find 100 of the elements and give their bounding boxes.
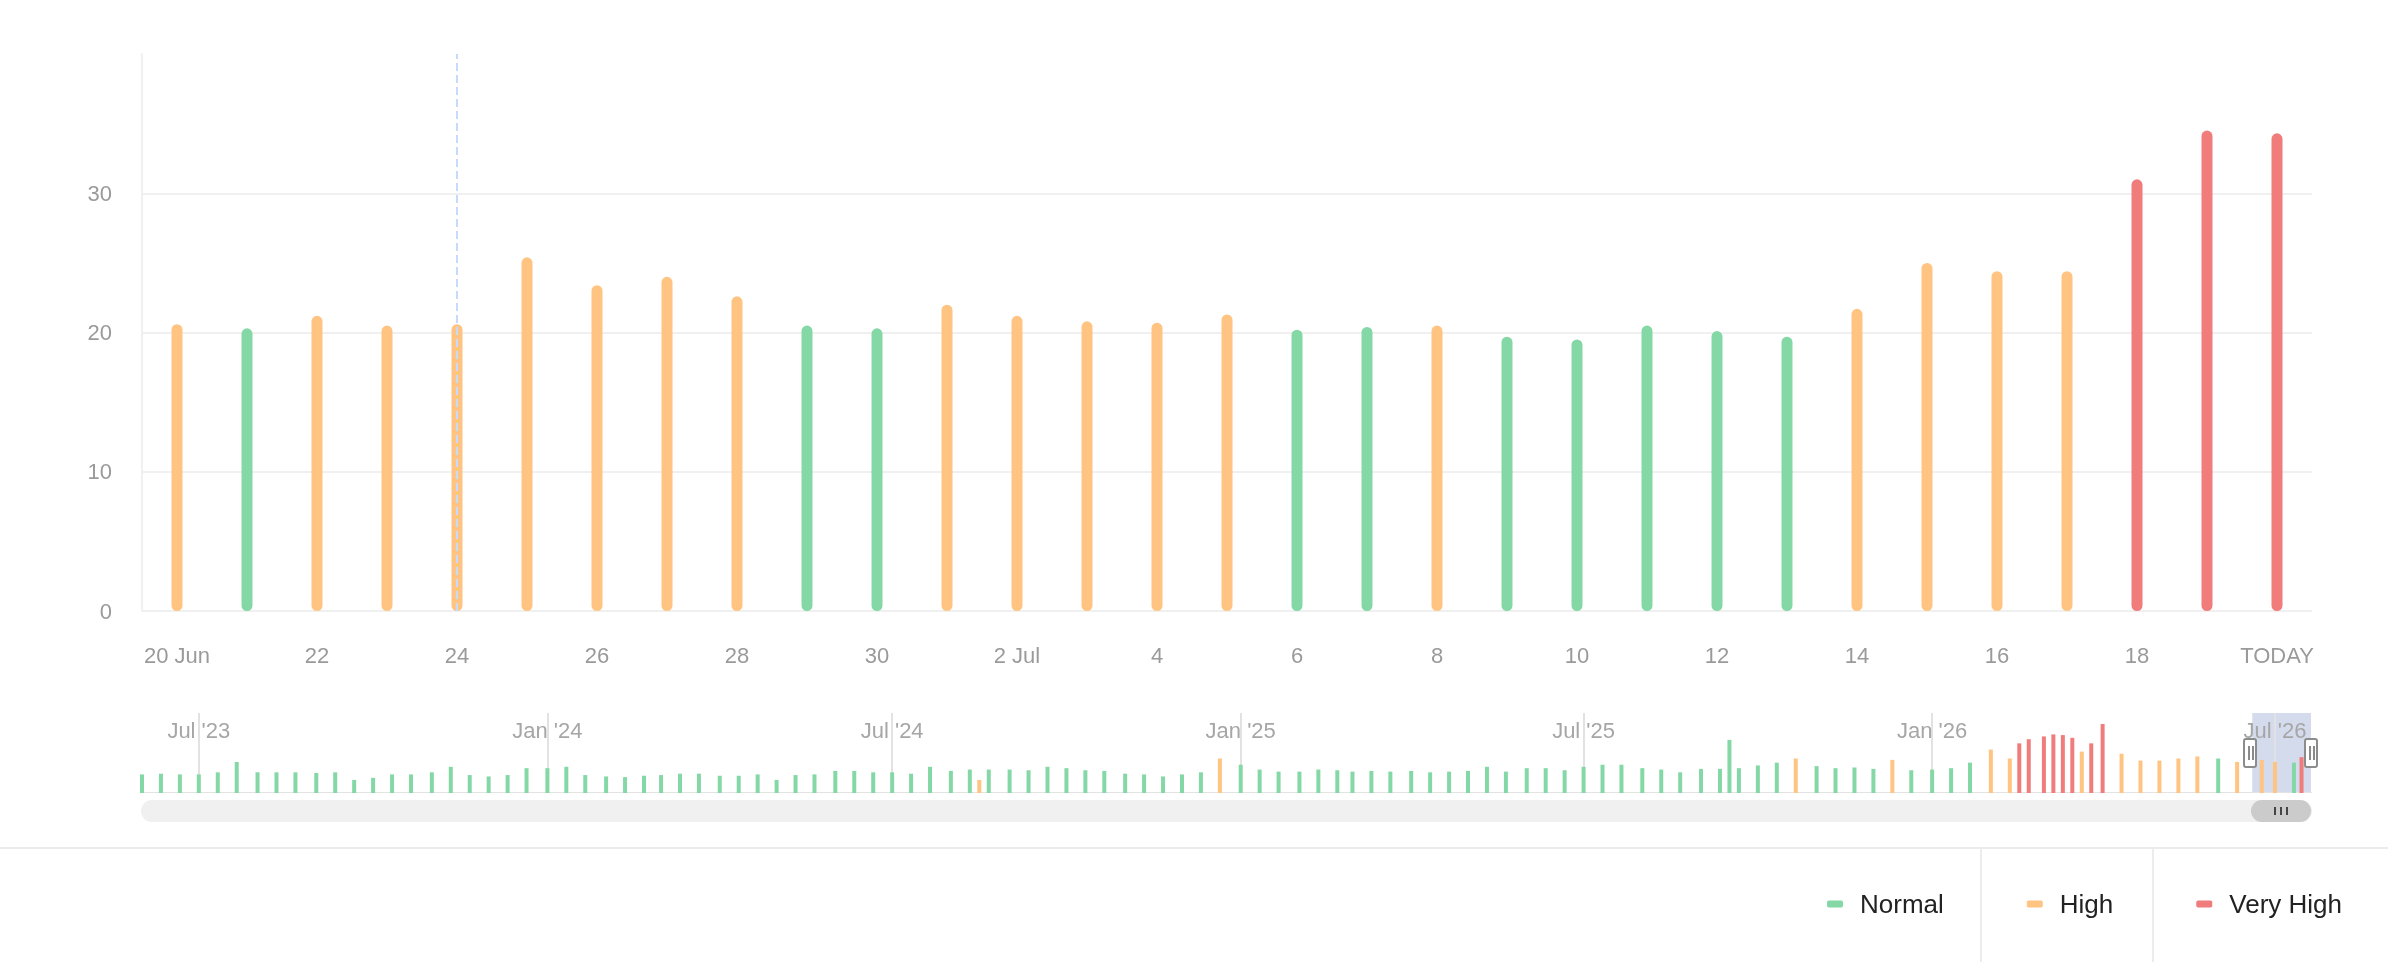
bar xyxy=(1814,766,1819,793)
bar xyxy=(871,328,883,611)
bar xyxy=(1291,329,1303,611)
bar xyxy=(928,766,933,793)
bar xyxy=(486,776,491,793)
x-tick-label: 16 xyxy=(1984,642,2010,668)
bar xyxy=(591,285,603,611)
bar xyxy=(1064,768,1069,793)
legend-label: Normal xyxy=(1860,889,1944,919)
bar xyxy=(2060,735,2065,793)
bar xyxy=(467,775,472,793)
x-tick-label: Jul '26 xyxy=(2243,717,2307,743)
bar xyxy=(1890,759,1895,793)
bar xyxy=(1501,336,1513,611)
bar xyxy=(793,775,798,793)
bar xyxy=(2273,761,2278,793)
bar xyxy=(731,296,743,611)
bar xyxy=(1447,771,1452,793)
x-tick-label: 20 Jun xyxy=(143,642,211,668)
bar xyxy=(2026,739,2031,793)
bar xyxy=(1774,762,1779,793)
bar xyxy=(158,773,163,793)
x-tick-label: 18 xyxy=(2124,642,2150,668)
bar xyxy=(1699,768,1704,793)
bar xyxy=(2061,271,2073,611)
bar xyxy=(2271,133,2283,611)
bar xyxy=(2291,762,2296,793)
bar xyxy=(255,772,260,793)
bar xyxy=(2089,743,2094,793)
x-tick-label: 24 xyxy=(444,642,470,668)
x-tick-label: 22 xyxy=(304,642,330,668)
y-tick-label: 30 xyxy=(87,180,112,206)
bar xyxy=(2017,743,2022,793)
bar xyxy=(2216,758,2221,793)
bar xyxy=(1921,262,1933,611)
bar xyxy=(2176,758,2181,793)
bar xyxy=(1793,758,1798,793)
bar xyxy=(1217,758,1222,793)
bar xyxy=(1484,766,1489,793)
bar xyxy=(234,761,239,793)
bar xyxy=(314,773,319,793)
bar xyxy=(1755,765,1760,793)
bar xyxy=(604,776,609,793)
bar xyxy=(505,775,510,793)
bar xyxy=(774,779,779,793)
x-tick-label: Jul '25 xyxy=(1552,717,1616,743)
bar xyxy=(661,276,673,611)
bar xyxy=(293,772,298,793)
bar xyxy=(977,779,982,793)
bar xyxy=(1833,768,1838,793)
bar xyxy=(1711,331,1723,611)
bar xyxy=(524,768,529,793)
bar xyxy=(1142,774,1147,793)
bar xyxy=(352,779,357,793)
bar xyxy=(311,315,323,611)
x-tick-label: 6 xyxy=(1290,642,1304,668)
x-tick-label: 12 xyxy=(1704,642,1730,668)
bar xyxy=(583,775,588,793)
bar xyxy=(215,772,220,793)
bar xyxy=(677,773,682,793)
bar xyxy=(177,774,182,793)
bar xyxy=(1571,339,1583,611)
bar xyxy=(1466,770,1471,793)
bar xyxy=(274,772,279,793)
bar xyxy=(1930,769,1935,793)
bar xyxy=(623,777,628,793)
bar xyxy=(852,770,857,793)
x-tick-label: Jul '24 xyxy=(860,717,924,743)
bar xyxy=(1781,336,1793,611)
bar xyxy=(381,325,393,611)
bar xyxy=(909,773,914,793)
bar xyxy=(521,257,533,611)
bar xyxy=(2051,734,2056,793)
x-tick-label: 10 xyxy=(1564,642,1590,668)
legend-label: High xyxy=(2059,889,2114,919)
bar xyxy=(986,769,991,793)
bar xyxy=(1581,766,1586,793)
x-tick-label: Jul '23 xyxy=(167,717,231,743)
bar xyxy=(545,768,550,793)
bar xyxy=(2070,737,2075,793)
x-tick-label: 4 xyxy=(1150,642,1164,668)
bar xyxy=(2299,757,2304,793)
bar xyxy=(1081,321,1093,611)
x-tick-label: Jan '25 xyxy=(1205,717,1276,743)
bar xyxy=(1350,771,1355,793)
bar xyxy=(1431,325,1443,611)
bar xyxy=(1727,739,1732,793)
bar xyxy=(1717,768,1722,793)
y-tick-label: 20 xyxy=(87,320,112,345)
bar xyxy=(948,770,953,793)
bar xyxy=(1011,315,1023,611)
bar xyxy=(2235,761,2240,793)
bar xyxy=(1026,770,1031,793)
bar xyxy=(2007,758,2012,793)
bar xyxy=(1909,770,1914,793)
bar xyxy=(2041,736,2046,793)
x-tick-label: 26 xyxy=(584,642,610,668)
bar xyxy=(1409,770,1414,793)
bar xyxy=(333,772,338,793)
bar xyxy=(241,328,253,611)
